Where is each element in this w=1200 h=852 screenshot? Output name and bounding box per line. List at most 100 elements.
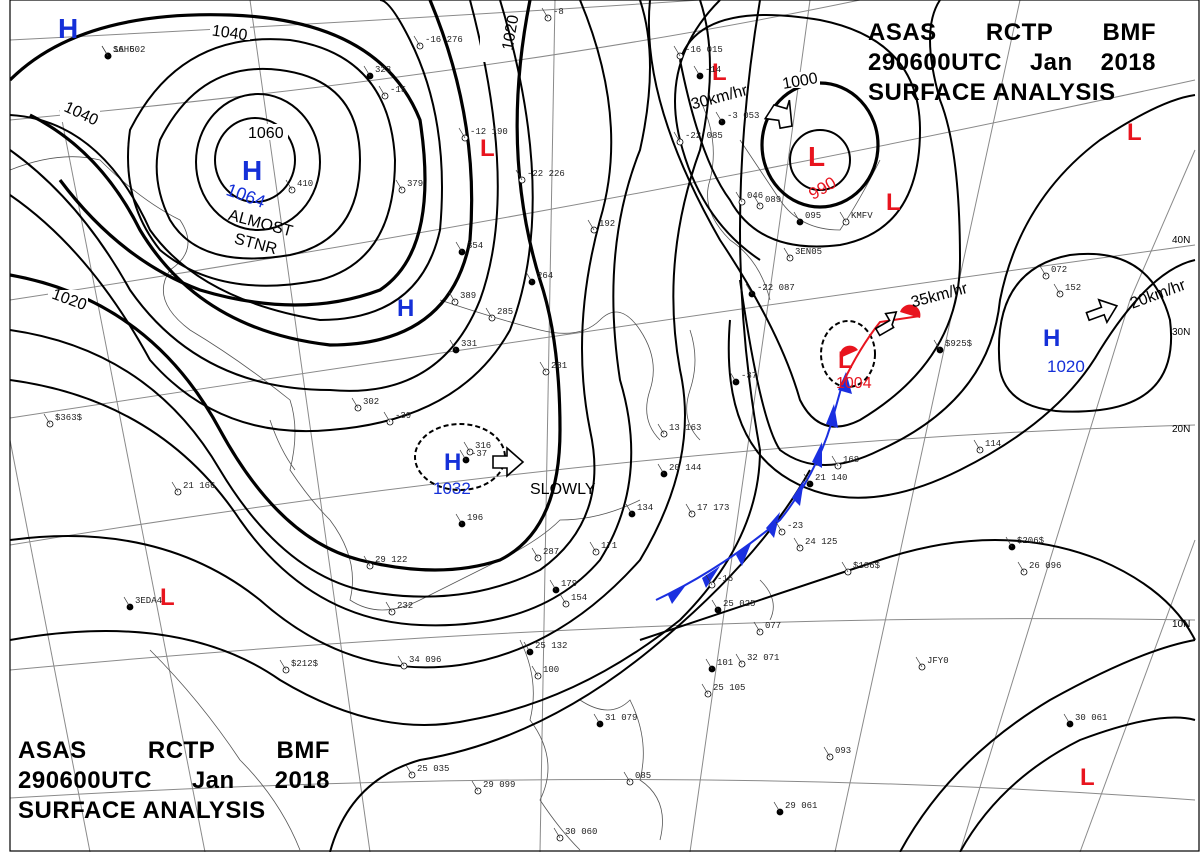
wind-barb	[625, 503, 633, 515]
station-value: 379	[407, 179, 423, 189]
station-value: $186$	[853, 561, 881, 571]
isobar-1020	[10, 0, 562, 572]
wind-barb	[531, 547, 539, 559]
station-value: -16 276	[425, 35, 463, 45]
wind-barb	[455, 513, 463, 525]
high-symbol: H	[58, 13, 78, 44]
isobar	[899, 639, 1196, 852]
station-value: KMFV	[851, 211, 873, 221]
station-value: $363$	[55, 413, 83, 423]
wind-barb	[471, 780, 479, 792]
station-value: $212$	[291, 659, 319, 669]
lat-label: 30N	[1172, 327, 1190, 338]
wind-barb	[657, 463, 665, 475]
arrow-high-1032	[492, 446, 525, 478]
wind-barb	[915, 656, 923, 668]
header-field: 290600UTC	[868, 49, 1002, 76]
warm-front	[839, 304, 921, 386]
station-value: 171	[601, 541, 617, 551]
station-value: 30 060	[565, 827, 597, 837]
isobar	[789, 129, 851, 191]
wind-barb	[705, 574, 713, 586]
header-field: Jan	[191, 767, 235, 794]
wind-barb	[458, 127, 466, 139]
wind-barb	[531, 665, 539, 677]
isobar-labels: 1040 1060 1020 1040 1020 1000	[48, 14, 820, 314]
wind-barb	[623, 771, 631, 783]
wind-barb	[413, 35, 421, 47]
station-value: 32 071	[747, 653, 779, 663]
station-value: 29 099	[483, 780, 515, 790]
wind-barb	[773, 801, 781, 813]
wind-barb	[383, 411, 391, 423]
station-value: 29 122	[375, 555, 407, 565]
wind-barb	[541, 7, 549, 19]
station-value: 13 163	[669, 423, 701, 433]
low-symbol: L	[480, 135, 495, 162]
station-value: -37	[471, 449, 487, 459]
wind-barb	[515, 169, 523, 181]
wind-barb	[123, 596, 131, 608]
station-value: 152	[1065, 283, 1081, 293]
latitude-labels: 40N 30N 20N 10N	[1172, 235, 1190, 630]
wind-barb	[1005, 536, 1013, 548]
wind-barb	[715, 111, 723, 123]
isobar	[214, 117, 296, 203]
station-value: 29 061	[785, 801, 817, 811]
station-value: 046	[747, 191, 763, 201]
wind-barb	[841, 561, 849, 573]
station-value: 20 144	[669, 463, 701, 473]
wind-barb	[455, 241, 463, 253]
wind-barb	[463, 441, 471, 453]
arrow-low-990	[763, 99, 793, 130]
station-value: 25 035	[417, 764, 449, 774]
wind-barb	[753, 195, 761, 207]
isobar	[10, 0, 499, 392]
wind-barb	[397, 655, 405, 667]
isobar	[195, 93, 321, 231]
wind-barb	[449, 339, 457, 351]
station-value: 281	[551, 361, 567, 371]
station-value: 24 125	[805, 537, 837, 547]
station-value: -3 053	[727, 111, 759, 121]
wind-barb	[395, 179, 403, 191]
station-value: 095	[805, 211, 821, 221]
cold-front	[655, 372, 852, 604]
isobar	[10, 0, 762, 726]
isobar	[10, 0, 651, 627]
wind-barb	[673, 131, 681, 143]
station-value: 093	[835, 746, 851, 756]
isobar-label: 1060	[248, 125, 284, 142]
station-value: -16 015	[685, 45, 723, 55]
lat-label: 10N	[1172, 619, 1190, 630]
station-value: 316	[475, 441, 491, 451]
wind-barb	[553, 827, 561, 839]
low-symbol: L	[1080, 764, 1095, 791]
wind-barb	[378, 85, 386, 97]
wind-barb	[685, 503, 693, 515]
map-frame	[9, 0, 1200, 852]
station-value: 389	[460, 291, 476, 301]
isobar	[155, 67, 362, 260]
isobar-1040	[10, 13, 427, 307]
station-value: 21 166	[183, 481, 215, 491]
station-value: -16	[717, 574, 733, 584]
station-value: 192	[599, 219, 615, 229]
station-value: 25 132	[535, 641, 567, 651]
wind-barb	[525, 271, 533, 283]
isobar-label: 1040	[211, 23, 249, 45]
station-value: 31 079	[605, 713, 637, 723]
isobar-label: 1000	[781, 70, 819, 93]
wind-barb	[701, 683, 709, 695]
station-value: 17 173	[697, 503, 729, 513]
wind-barb	[803, 473, 811, 485]
arrow-low-1004	[874, 311, 898, 337]
station-value: 25 105	[713, 683, 745, 693]
station-value: 100	[543, 665, 559, 675]
station-value: 410	[297, 179, 313, 189]
station-value: 25 025	[723, 599, 755, 609]
wind-barb	[1063, 713, 1071, 725]
header-field: BMF	[276, 737, 330, 764]
lat-label: 40N	[1172, 235, 1190, 246]
wind-barb	[485, 307, 493, 319]
